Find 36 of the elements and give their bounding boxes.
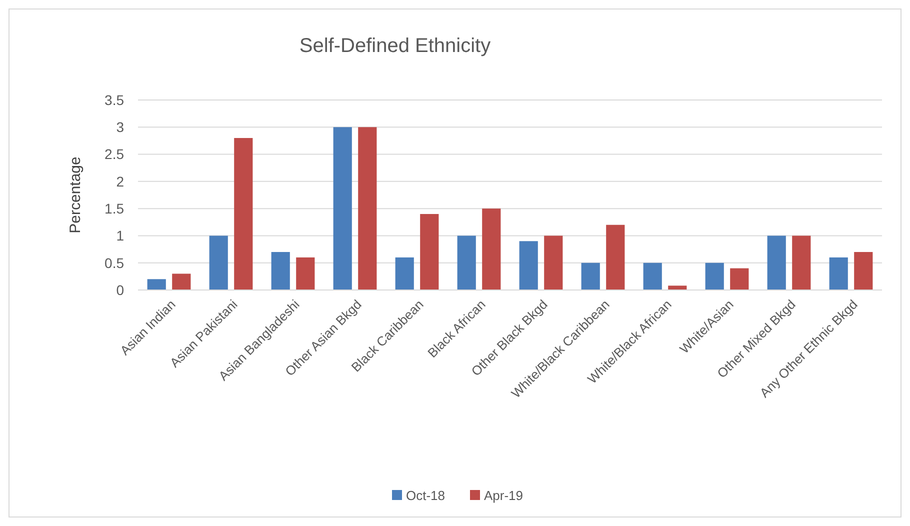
y-tick-label: 0 [116, 282, 124, 298]
bar [668, 286, 687, 290]
bar [581, 262, 600, 290]
legend-label: Apr-19 [484, 488, 524, 503]
bar [854, 252, 873, 290]
bar [234, 138, 253, 290]
bar [457, 236, 476, 290]
y-axis-title: Percentage [67, 156, 84, 234]
chart-title: Self-Defined Ethnicity [299, 35, 491, 57]
bar [172, 274, 191, 290]
bar [420, 214, 439, 290]
y-tick-label: 1 [116, 228, 124, 244]
bar [147, 279, 166, 290]
y-tick-label: 3.5 [104, 92, 124, 108]
bar [544, 236, 563, 290]
bar [296, 257, 315, 290]
bar [606, 224, 625, 290]
bar [482, 208, 501, 290]
bar [358, 127, 377, 290]
bar [829, 257, 848, 290]
y-tick-label: 2.5 [104, 146, 124, 162]
y-tick-label: 3 [116, 119, 124, 136]
bar [519, 241, 538, 290]
legend-label: Oct-18 [406, 488, 446, 503]
y-tick-label: 2 [116, 173, 124, 190]
bar [333, 127, 352, 290]
bar [395, 257, 414, 290]
bar [643, 262, 662, 290]
y-tick-label: 1.5 [104, 200, 124, 216]
bar [767, 236, 786, 290]
bar [730, 268, 749, 290]
bar [792, 236, 811, 290]
y-tick-label: 0.5 [104, 254, 124, 271]
bar [271, 252, 290, 290]
bar [209, 236, 228, 290]
bar [705, 262, 724, 290]
